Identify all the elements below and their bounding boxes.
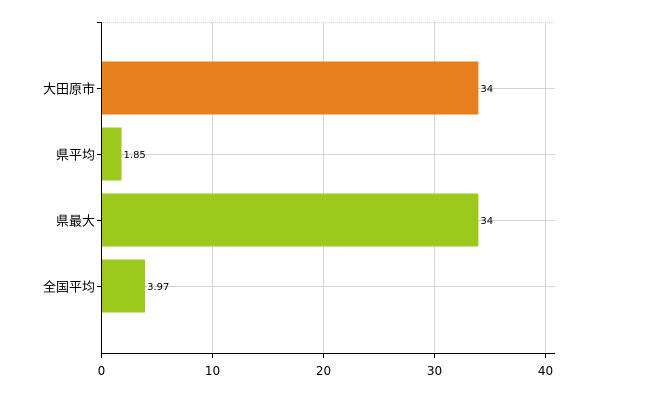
bar — [102, 61, 479, 115]
bar — [102, 259, 146, 313]
category-label: 大田原市 — [43, 82, 95, 98]
x-tick-label: 20 — [316, 364, 331, 378]
x-tick-label: 0 — [98, 364, 106, 378]
bar — [102, 127, 122, 181]
x-tick-label: 10 — [205, 364, 220, 378]
data-label: 34 — [480, 84, 493, 95]
bars — [102, 61, 479, 313]
category-label: 県平均 — [56, 149, 95, 164]
x-tick-label: 40 — [538, 364, 553, 378]
axes — [97, 22, 555, 358]
data-label: 3.97 — [147, 282, 169, 293]
x-tick-label: 30 — [427, 364, 442, 378]
category-label: 県最大 — [56, 215, 95, 230]
bar — [102, 193, 479, 247]
data-label: 34 — [480, 216, 493, 227]
category-label: 全国平均 — [43, 280, 95, 296]
data-label: 1.85 — [124, 150, 146, 161]
